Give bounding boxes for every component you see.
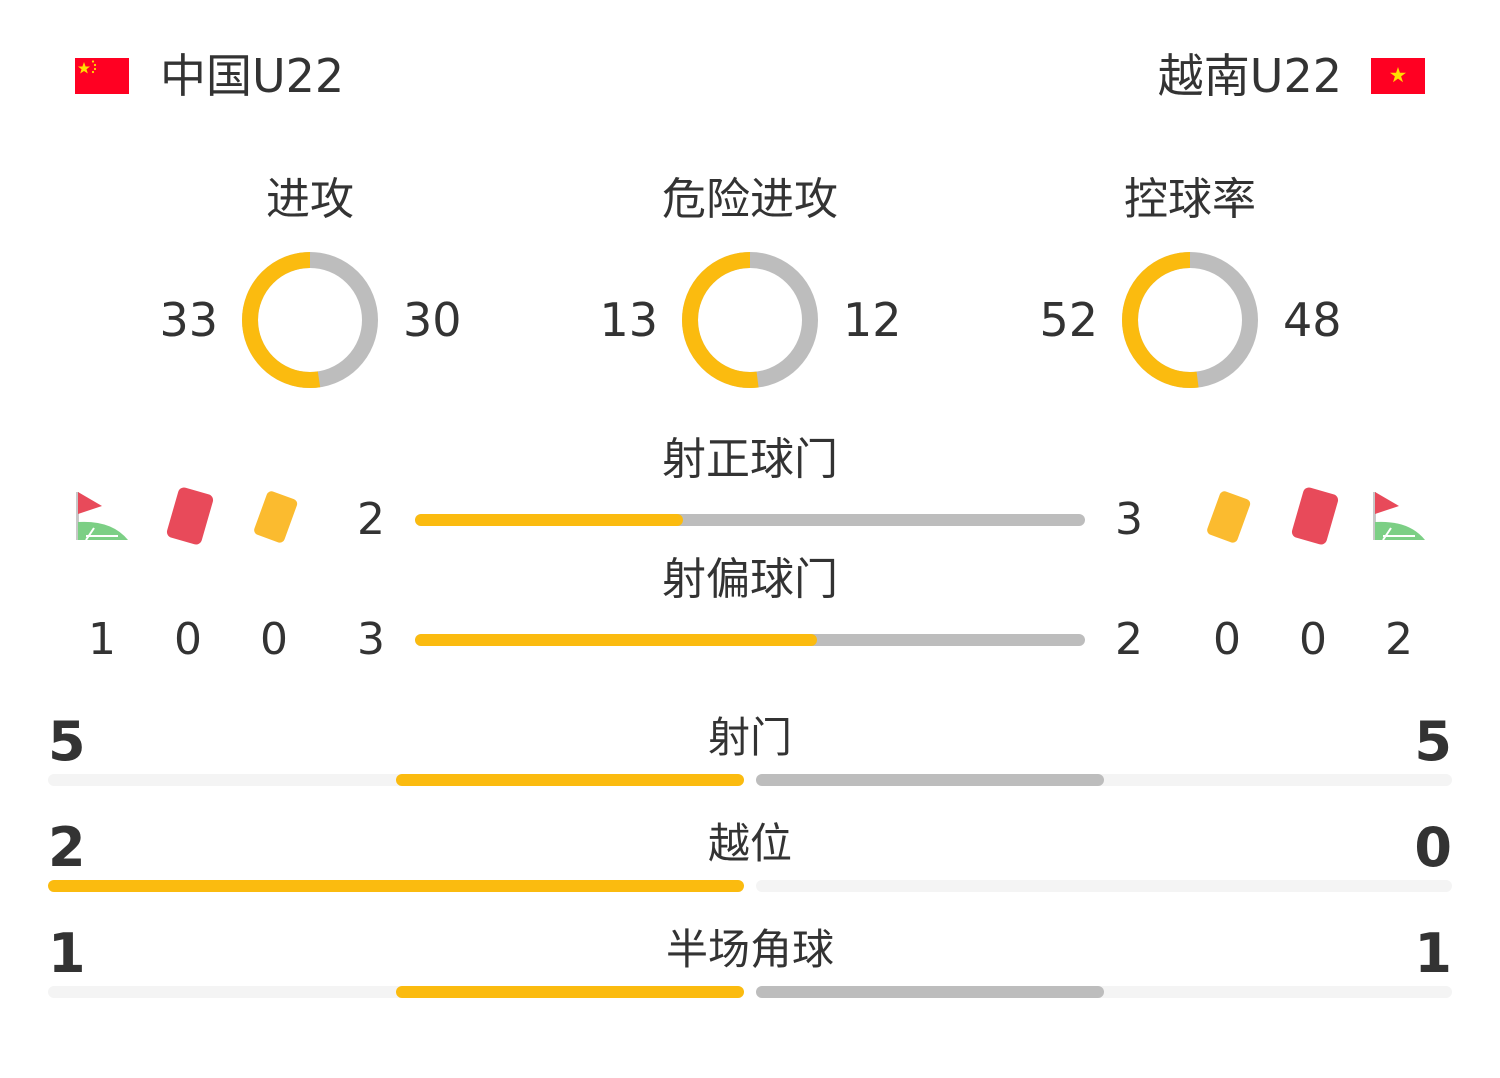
corner-flag-icon [72, 484, 132, 548]
donut-home-arc [242, 252, 378, 388]
home-corners-count: 1 [88, 614, 116, 665]
home-yellow-count: 0 [260, 614, 288, 665]
stat-title: 射门 [707, 713, 792, 762]
home-team-name: 中国U22 [160, 49, 345, 103]
china-flag-icon [75, 58, 129, 94]
donut-chart [242, 252, 378, 388]
stat-away-fill [756, 774, 1104, 786]
home-red-count: 0 [174, 614, 202, 665]
red-card-icon [158, 484, 218, 548]
vietnam-flag-icon [1371, 58, 1425, 94]
donut-chart [1122, 252, 1258, 388]
donut-chart [682, 252, 818, 388]
stat-away-track [756, 880, 1452, 892]
shots-off-bar [415, 634, 1085, 646]
stat-away-fill [756, 986, 1104, 998]
donut-title: 控球率 [1124, 174, 1256, 225]
yellow-card-icon [244, 484, 304, 548]
shots-on-home-fill [415, 514, 683, 526]
stat-home-value: 2 [48, 816, 86, 879]
stat-away-value: 0 [1414, 816, 1452, 879]
stat-away-value: 1 [1414, 922, 1452, 985]
donut-home-value: 13 [599, 293, 658, 347]
yellow-card-icon [1197, 484, 1257, 548]
shots-on-bar [415, 514, 1085, 526]
donut-away-value: 30 [403, 293, 462, 347]
stat-away-track [756, 774, 1452, 786]
red-card-icon [1283, 484, 1343, 548]
stat-home-fill [396, 774, 744, 786]
stat-home-track [48, 986, 744, 998]
away-team-name: 越南U22 [1157, 49, 1342, 103]
donut-away-value: 48 [1283, 293, 1342, 347]
stat-home-track [48, 774, 744, 786]
away-shots-on: 3 [1115, 494, 1143, 545]
stat-away-value: 5 [1414, 710, 1452, 773]
shots-on-target-title: 射正球门 [662, 434, 838, 485]
stat-home-track [48, 880, 744, 892]
donut-home-arc [682, 252, 818, 388]
home-shots-off: 3 [357, 614, 385, 665]
stat-home-fill [48, 880, 744, 892]
stat-home-value: 5 [48, 710, 86, 773]
away-shots-off: 2 [1115, 614, 1143, 665]
stat-title: 越位 [707, 819, 792, 868]
stat-away-track [756, 986, 1452, 998]
donut-home-value: 33 [159, 293, 218, 347]
donut-home-arc [1122, 252, 1258, 388]
stat-title: 半场角球 [665, 925, 834, 974]
donut-title: 危险进攻 [662, 174, 838, 225]
away-yellow-count: 0 [1213, 614, 1241, 665]
away-red-count: 0 [1299, 614, 1327, 665]
home-shots-on: 2 [357, 494, 385, 545]
away-corners-count: 2 [1385, 614, 1413, 665]
stat-home-value: 1 [48, 922, 86, 985]
donut-home-value: 52 [1039, 293, 1098, 347]
corner-flag-icon [1369, 484, 1429, 548]
stat-home-fill [396, 986, 744, 998]
shots-off-target-title: 射偏球门 [662, 554, 838, 605]
shots-off-home-fill [415, 634, 817, 646]
donut-title: 进攻 [266, 174, 354, 225]
donut-away-value: 12 [843, 293, 902, 347]
